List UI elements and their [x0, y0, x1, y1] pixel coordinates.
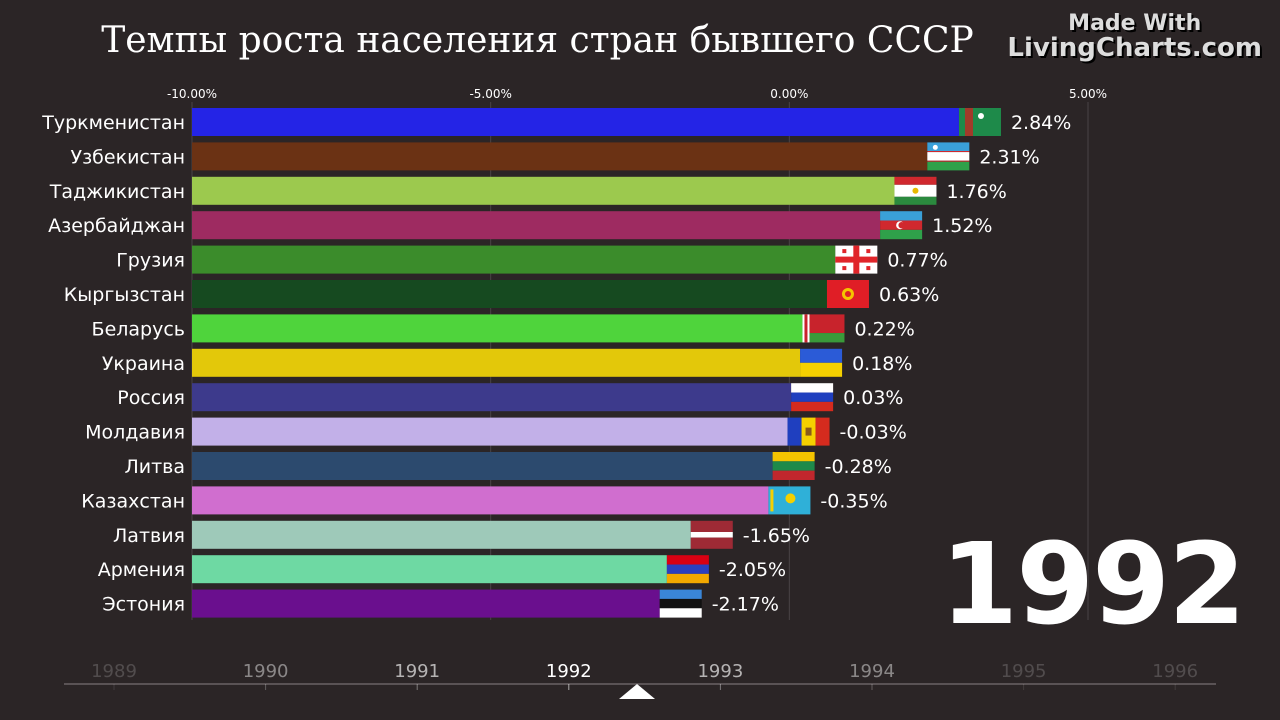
- timeline-year[interactable]: 1993: [697, 661, 743, 682]
- bar: [192, 486, 769, 515]
- value-label: 0.18%: [852, 353, 912, 375]
- category-label: Армения: [98, 559, 185, 581]
- value-label: 2.84%: [1011, 112, 1071, 134]
- category-label: Таджикистан: [49, 181, 185, 203]
- value-label: 0.03%: [843, 387, 903, 409]
- value-label: 0.77%: [887, 250, 947, 272]
- category-label: Беларусь: [92, 318, 185, 340]
- x-tick-label: 5.00%: [1069, 87, 1107, 101]
- bar: [192, 314, 803, 343]
- flag-azerbaijan-icon: [880, 211, 923, 240]
- flag-belarus-icon: [802, 314, 845, 343]
- value-label: 0.22%: [854, 318, 914, 340]
- category-label: Казахстан: [81, 490, 185, 512]
- bar: [192, 555, 667, 584]
- category-label: Кыргызстан: [64, 284, 185, 306]
- flag-moldova-icon: [787, 417, 830, 446]
- value-label: -0.35%: [820, 490, 887, 512]
- bar: [192, 108, 959, 136]
- flag-lithuania-icon: [772, 452, 815, 480]
- category-label: Эстония: [102, 594, 185, 616]
- category-label: Грузия: [116, 250, 185, 272]
- x-tick-label: 0.00%: [770, 87, 808, 101]
- timeline[interactable]: 1989 1990 1991 1992 1993 1994 1995 1996: [0, 640, 1280, 720]
- current-year-label: 1992: [940, 520, 1246, 650]
- timeline-year[interactable]: 1992: [546, 661, 592, 682]
- timeline-year[interactable]: 1996: [1152, 661, 1198, 682]
- category-label: Азербайджан: [48, 215, 185, 237]
- flag-kazakhstan-icon: [768, 486, 811, 515]
- value-label: -2.17%: [712, 594, 779, 616]
- x-tick-label: -5.00%: [469, 87, 511, 101]
- bar: [192, 245, 836, 274]
- flag-russia-icon: [791, 383, 834, 412]
- category-label: Украина: [102, 353, 185, 375]
- bar: [192, 520, 691, 549]
- value-label: 1.52%: [932, 215, 992, 237]
- value-label: 2.31%: [979, 146, 1039, 168]
- bar-chart: -10.00% -5.00% 0.00% 5.00% Туркменистан 2.84%…: [41, 87, 1107, 620]
- flag-tajikistan-icon: [894, 176, 937, 205]
- value-label: 1.76%: [946, 181, 1006, 203]
- flag-ukraine-icon: [800, 348, 843, 377]
- bar: [192, 348, 801, 377]
- flag-estonia-icon: [659, 589, 702, 618]
- watermark-line1: Made With: [1068, 11, 1202, 36]
- value-label: 0.63%: [879, 284, 939, 306]
- chart-title: Темпы роста населения стран бывшего СССР: [101, 20, 974, 61]
- timeline-year[interactable]: 1994: [849, 661, 895, 682]
- category-label: Россия: [117, 387, 185, 409]
- value-label: -0.03%: [840, 422, 907, 444]
- bar: [192, 176, 895, 205]
- bar: [192, 589, 660, 618]
- value-label: -2.05%: [719, 559, 786, 581]
- category-label: Узбекистан: [71, 146, 186, 168]
- watermark-line2: LivingCharts.com: [1007, 33, 1262, 64]
- category-label: Туркменистан: [41, 112, 185, 134]
- timeline-year[interactable]: 1990: [243, 661, 289, 682]
- bar: [192, 280, 827, 308]
- flag-uzbekistan-icon: [927, 142, 970, 171]
- value-label: -1.65%: [743, 525, 810, 547]
- timeline-year[interactable]: 1989: [91, 661, 137, 682]
- bar: [192, 142, 928, 171]
- x-tick-label: -10.00%: [167, 87, 217, 101]
- timeline-year[interactable]: 1995: [1001, 661, 1047, 682]
- value-label: -0.28%: [825, 456, 892, 478]
- flag-georgia-icon: [835, 245, 878, 274]
- category-label: Молдавия: [85, 422, 185, 444]
- flag-latvia-icon: [690, 520, 733, 549]
- flag-armenia-icon: [666, 555, 709, 584]
- timeline-marker[interactable]: [619, 684, 656, 699]
- category-label: Латвия: [113, 525, 185, 547]
- category-label: Литва: [124, 456, 185, 478]
- bar: [192, 452, 773, 480]
- flag-kyrgyzstan-icon: [826, 280, 869, 308]
- flag-turkmenistan-icon: [958, 108, 1001, 136]
- bar: [192, 417, 788, 446]
- bar: [192, 383, 792, 412]
- bar: [192, 211, 881, 240]
- timeline-year[interactable]: 1991: [394, 661, 440, 682]
- watermark: Made With LivingCharts.com: [1007, 12, 1262, 62]
